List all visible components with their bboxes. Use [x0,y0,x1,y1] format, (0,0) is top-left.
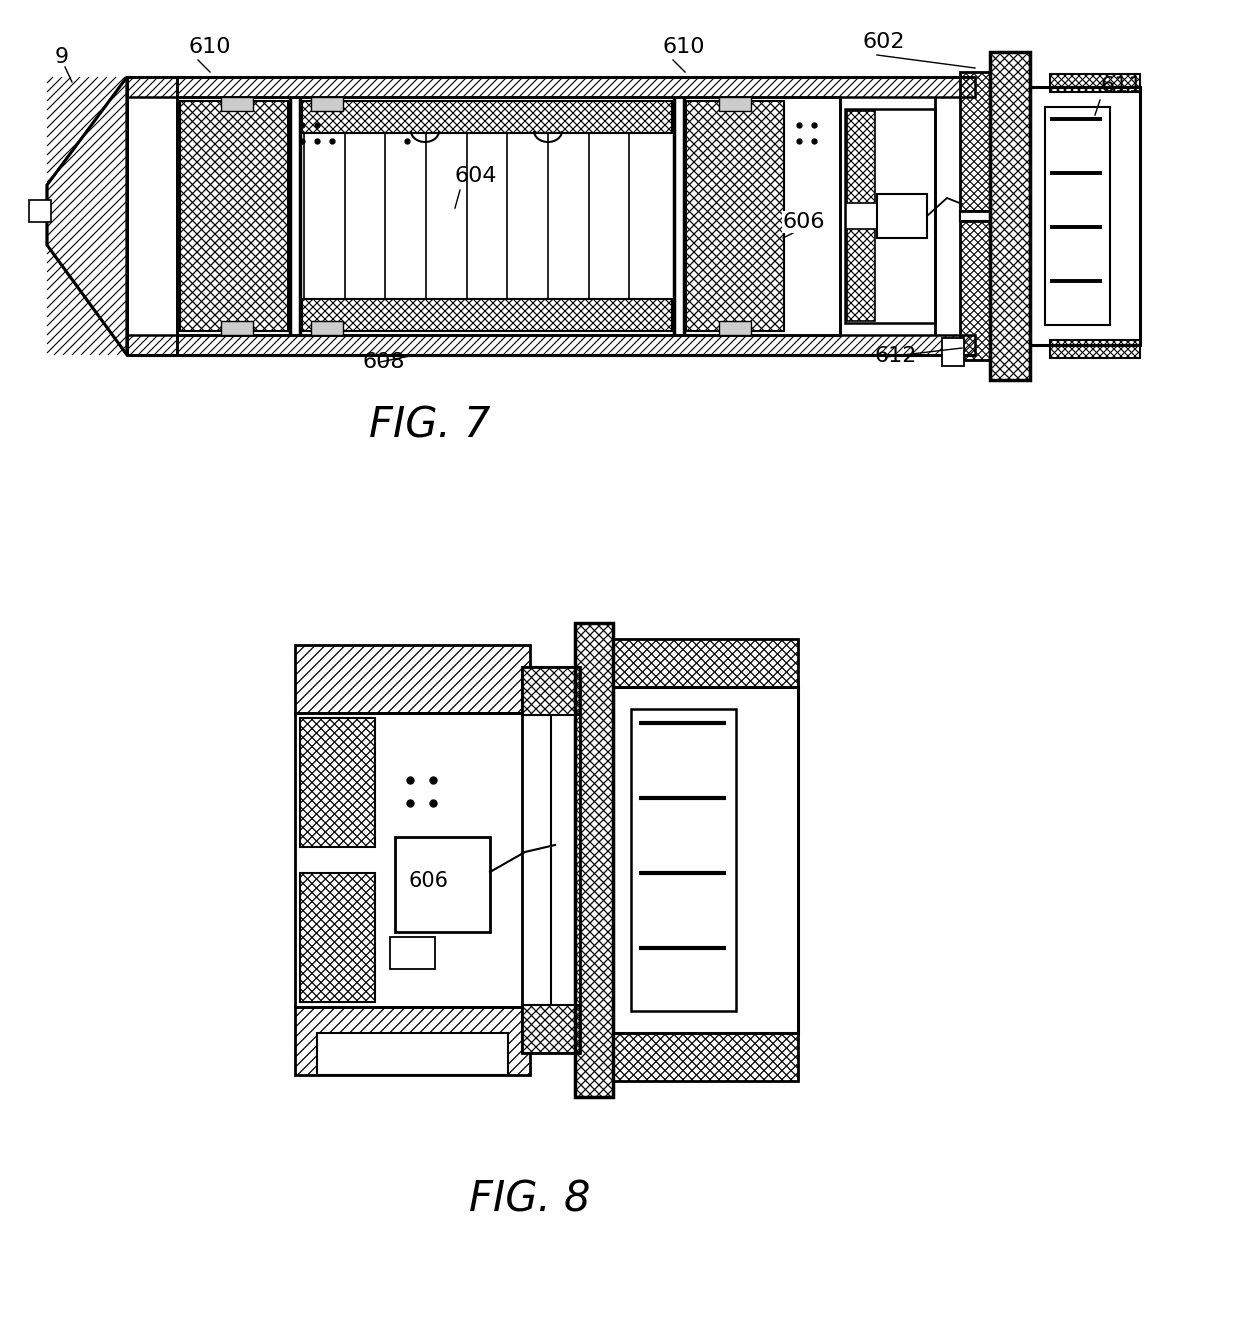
Text: 602: 602 [862,32,904,52]
Text: 611: 611 [1100,76,1142,96]
Bar [126,77,177,355]
Text: FIG. 7: FIG. 7 [370,404,491,446]
Bar [960,211,990,221]
Bar [295,1007,529,1075]
Bar [396,836,490,932]
Bar [303,101,672,133]
Text: 610: 610 [663,37,706,57]
Bar [613,639,799,687]
Bar [613,687,799,1033]
Bar [180,101,288,331]
Bar [1050,340,1140,358]
Bar [303,299,672,331]
Bar [221,97,253,111]
Text: 604: 604 [455,165,497,185]
Text: 608: 608 [363,352,405,372]
Bar [311,321,343,335]
Bar [311,97,343,111]
Bar [317,1033,508,1075]
Bar [877,193,928,237]
Bar [960,221,990,360]
Bar [177,97,839,335]
Bar [300,718,374,847]
Bar [960,72,990,211]
Bar [221,321,253,335]
Text: 9: 9 [55,47,69,67]
Bar [126,335,975,355]
Bar [522,1005,580,1053]
Bar [295,646,529,712]
Bar [1045,107,1110,325]
Bar [847,229,875,321]
Bar [1030,87,1140,346]
Text: 610: 610 [188,37,231,57]
Text: 612: 612 [875,346,918,366]
Bar [990,52,1030,380]
Bar [126,77,975,97]
Bar [300,872,374,1002]
Bar [522,667,580,1053]
Bar [1050,73,1140,92]
Polygon shape [47,77,126,355]
Bar [522,667,580,715]
Text: 606: 606 [409,871,449,891]
Bar [613,1033,799,1081]
Bar [575,623,613,1097]
Text: 606: 606 [782,212,826,232]
Text: FIG. 8: FIG. 8 [469,1179,590,1221]
Bar [847,111,875,203]
Bar [295,712,529,1007]
Bar [844,109,935,323]
Bar [719,97,751,111]
Bar [391,936,435,968]
Bar [719,321,751,335]
Bar [29,200,51,221]
Bar [631,708,737,1011]
Bar [942,338,963,366]
Bar [686,101,784,331]
